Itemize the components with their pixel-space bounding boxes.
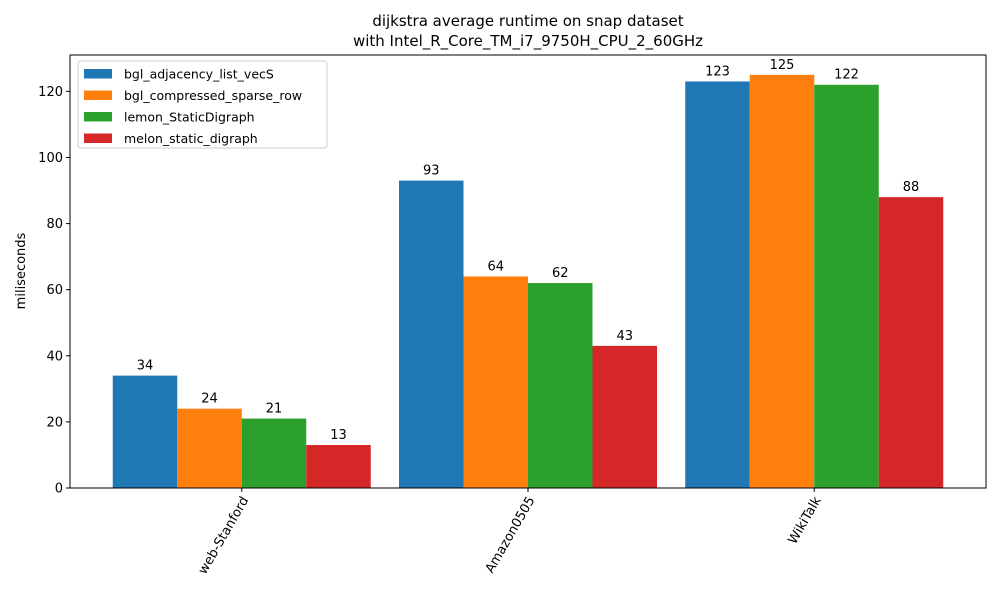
y-tick-label: 60	[46, 283, 63, 298]
y-tick-label: 80	[46, 217, 63, 232]
legend-label: bgl_adjacency_list_vecS	[124, 67, 274, 82]
bar-bgl_compressed_sparse_row-Amazon0505	[463, 276, 528, 488]
bars-group	[112, 74, 944, 489]
x-tick-label: web-Stanford	[196, 494, 253, 577]
bar-lemon_StaticDigraph-WikiTalk	[814, 84, 879, 488]
data-label: 64	[487, 259, 504, 274]
data-label: 88	[903, 180, 920, 195]
data-label: 125	[770, 58, 795, 73]
legend-swatch	[84, 69, 112, 79]
y-axis: 0 20 40 60 80 100 120	[38, 85, 70, 497]
legend-box	[77, 60, 328, 149]
data-label: 34	[137, 359, 154, 374]
y-tick-label: 120	[38, 85, 63, 100]
data-label: 93	[423, 164, 440, 179]
y-tick-label: 100	[38, 151, 63, 166]
data-label: 24	[201, 392, 218, 407]
bar-lemon_StaticDigraph-web-Stanford	[241, 418, 307, 488]
legend-swatch	[84, 133, 112, 143]
bar-bgl_adjacency_list_vecS-WikiTalk	[685, 81, 750, 488]
data-label: 13	[330, 428, 347, 443]
bar-bgl_adjacency_list_vecS-web-Stanford	[112, 375, 178, 488]
legend-label: melon_static_digraph	[124, 131, 258, 146]
data-label: 43	[616, 329, 633, 344]
bar-bgl_compressed_sparse_row-WikiTalk	[749, 74, 815, 488]
x-tick-label: Amazon0505	[483, 494, 539, 576]
chart-title: dijkstra average runtime on snap dataset	[372, 12, 683, 30]
legend: bgl_adjacency_list_vecS bgl_compressed_sp…	[77, 60, 328, 149]
bar-lemon_StaticDigraph-Amazon0505	[528, 283, 593, 488]
bar-melon_static_digraph-web-Stanford	[306, 445, 371, 488]
data-label: 123	[705, 64, 730, 79]
legend-label: bgl_compressed_sparse_row	[124, 88, 302, 103]
legend-swatch	[84, 112, 112, 122]
legend-label: lemon_StaticDigraph	[124, 110, 255, 125]
y-tick-label: 40	[46, 349, 63, 364]
data-labels-group: 34 24 21 13 93 64 62 43 123 125 122 88	[137, 58, 920, 443]
chart-subtitle: with Intel_R_Core_TM_i7_9750H_CPU_2_60GH…	[353, 32, 703, 51]
data-label: 122	[834, 68, 859, 83]
bar-bgl_compressed_sparse_row-web-Stanford	[177, 408, 242, 488]
bar-melon_static_digraph-WikiTalk	[878, 197, 944, 489]
plot-frame	[69, 54, 987, 489]
x-tick-label: WikiTalk	[786, 494, 825, 547]
bar-melon_static_digraph-Amazon0505	[592, 345, 657, 488]
data-label: 62	[552, 266, 569, 281]
y-axis-label: miliseconds	[14, 232, 29, 309]
y-tick-label: 20	[46, 415, 63, 430]
bar-bgl_adjacency_list_vecS-Amazon0505	[399, 180, 464, 488]
legend-swatch	[84, 90, 112, 100]
y-tick-label: 0	[55, 482, 63, 497]
data-label: 21	[266, 402, 283, 417]
x-axis: web-Stanford Amazon0505 WikiTalk	[196, 488, 825, 577]
